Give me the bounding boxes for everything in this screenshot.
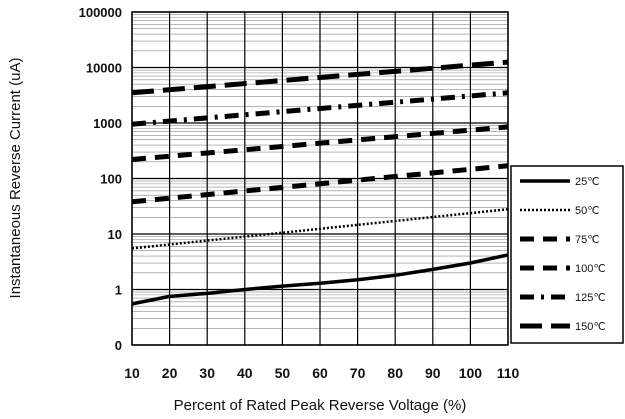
- series-line: [131, 124, 509, 162]
- legend-label: 125℃: [575, 292, 606, 304]
- plot-frame: [131, 11, 509, 346]
- x-tick-label: 10: [124, 365, 140, 381]
- series-line: [131, 163, 509, 205]
- legend-label: 150℃: [575, 321, 606, 333]
- y-tick-label: 10000: [86, 61, 122, 76]
- x-tick-label: 50: [275, 365, 291, 381]
- x-tick-label: 100: [459, 365, 483, 381]
- x-tick-label: 30: [199, 365, 215, 381]
- x-tick-label: 40: [237, 365, 253, 381]
- series-line: [131, 59, 509, 96]
- x-tick-label: 70: [350, 365, 366, 381]
- legend-label: 50℃: [575, 205, 600, 217]
- y-tick-label: 100: [100, 172, 122, 187]
- x-tick-label: 60: [312, 365, 328, 381]
- x-tick-label: 20: [162, 365, 178, 381]
- x-axis-label: Percent of Rated Peak Reverse Voltage (%…: [174, 397, 467, 414]
- y-tick-label: 100000: [79, 5, 122, 20]
- x-tick-label: 90: [425, 365, 441, 381]
- legend-label: 75℃: [575, 234, 600, 246]
- y-tick-label: 0: [115, 338, 122, 353]
- legend-label: 100℃: [575, 263, 606, 275]
- series-line: [131, 253, 509, 306]
- x-tick-label: 80: [387, 365, 403, 381]
- y-tick-label: 1: [115, 283, 122, 298]
- series-line: [131, 207, 509, 250]
- series-line: [131, 90, 509, 127]
- y-tick-labels: 0 1 10 100 1000 10000 100000: [79, 5, 122, 353]
- y-tick-label: 10: [108, 227, 122, 242]
- legend-box: [510, 165, 624, 344]
- y-axis-label: Instantaneous Reverse Current (uA): [7, 58, 24, 299]
- x-tick-label: 110: [497, 365, 520, 381]
- legend: 25℃ 50℃ 75℃ 100℃ 125℃ 150℃: [520, 176, 606, 333]
- y-tick-label: 1000: [93, 116, 122, 131]
- series-layer: [131, 59, 509, 306]
- x-tick-labels: 10 20 30 40 50 60 70 80 90 100 110: [124, 365, 519, 381]
- legend-label: 25℃: [575, 176, 600, 188]
